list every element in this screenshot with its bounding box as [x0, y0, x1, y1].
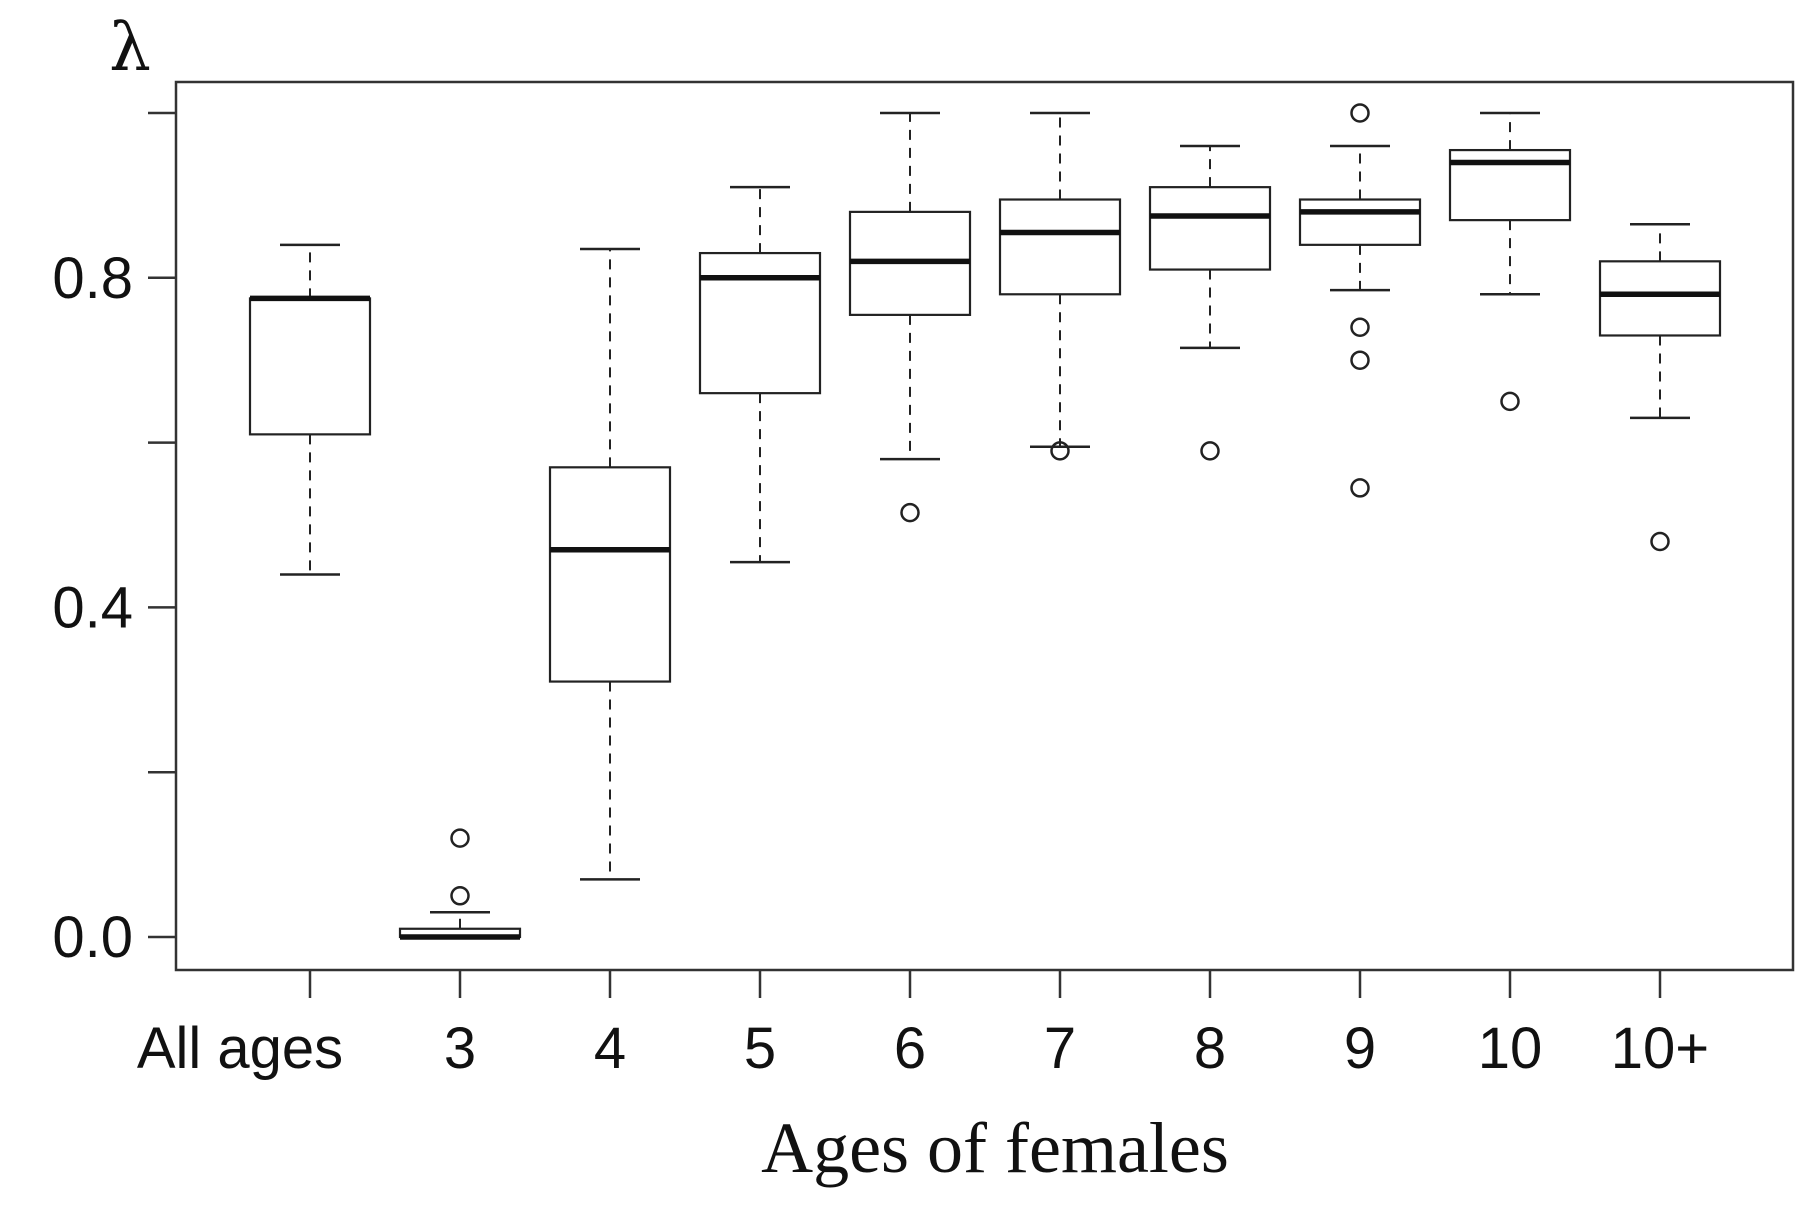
x-tick-label: 8	[1194, 1016, 1226, 1081]
box-5	[698, 185, 822, 564]
box-6	[848, 111, 972, 523]
outlier-point	[1350, 350, 1370, 370]
box-8	[1148, 144, 1272, 461]
x-tick-label: 10	[1478, 1016, 1543, 1081]
box-iqr	[698, 251, 822, 395]
y-tick-label: 0.0	[52, 905, 133, 970]
outlier-point	[450, 886, 470, 906]
box-iqr	[248, 297, 372, 436]
box-10	[1448, 111, 1572, 412]
x-tick-label: 9	[1344, 1016, 1376, 1081]
box-4	[548, 247, 672, 881]
box-iqr	[1148, 186, 1272, 271]
box-All-ages	[248, 243, 372, 576]
boxes-group	[248, 103, 1722, 940]
box-iqr	[998, 198, 1122, 296]
y-tick-label: 0.8	[52, 246, 133, 311]
box-iqr	[548, 466, 672, 683]
box-3	[398, 828, 522, 940]
x-tick-label: All ages	[137, 1016, 343, 1081]
outlier-point	[900, 502, 920, 523]
x-tick-label: 6	[894, 1016, 926, 1081]
plot-frame	[174, 80, 1795, 972]
outlier-point	[1350, 317, 1370, 337]
x-tick-label: 4	[594, 1016, 626, 1081]
x-tick-label: 5	[744, 1016, 776, 1081]
x-tick-label: 10+	[1611, 1016, 1709, 1081]
outlier-point	[450, 828, 470, 848]
box-9	[1298, 103, 1422, 498]
outlier-point	[1650, 531, 1670, 552]
outlier-point	[1500, 391, 1520, 412]
box-10plus	[1598, 222, 1722, 552]
x-axis-label: Ages of females	[761, 1108, 1229, 1188]
x-tick-label: 7	[1044, 1016, 1076, 1081]
y-axis: 0.0 0.4 0.8	[52, 111, 176, 970]
x-axis: All ages 3 4 5 6 7 8 9 10 10+	[137, 970, 1709, 1081]
outlier-point	[1200, 441, 1220, 461]
y-tick-label: 0.4	[52, 575, 133, 640]
box-7	[998, 111, 1122, 461]
y-axis-label: λ	[109, 9, 151, 86]
outlier-point	[1050, 441, 1070, 461]
outlier-point	[1350, 103, 1370, 123]
box-iqr	[1298, 198, 1422, 246]
box-iqr	[1598, 260, 1722, 337]
x-tick-label: 3	[444, 1016, 476, 1081]
outlier-point	[1350, 478, 1370, 498]
